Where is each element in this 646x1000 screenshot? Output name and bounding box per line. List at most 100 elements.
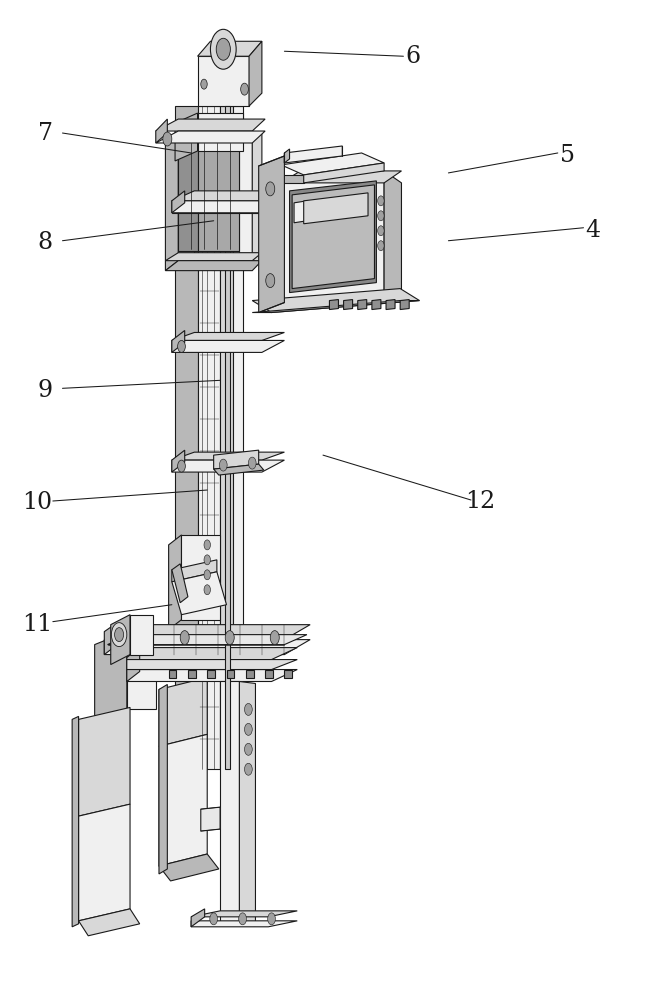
Text: 12: 12 — [466, 490, 495, 513]
Circle shape — [163, 132, 172, 146]
Circle shape — [204, 555, 211, 565]
Circle shape — [135, 631, 144, 645]
Polygon shape — [304, 163, 384, 183]
Polygon shape — [191, 911, 297, 917]
Circle shape — [245, 723, 252, 735]
Polygon shape — [172, 452, 284, 460]
Text: 6: 6 — [406, 45, 421, 68]
Circle shape — [245, 703, 252, 715]
Circle shape — [245, 763, 252, 775]
Circle shape — [210, 913, 218, 925]
Circle shape — [204, 570, 211, 580]
Circle shape — [378, 196, 384, 206]
Polygon shape — [240, 131, 252, 261]
Circle shape — [241, 83, 248, 95]
Text: 5: 5 — [560, 144, 575, 167]
Polygon shape — [265, 670, 273, 678]
Polygon shape — [214, 450, 258, 469]
Circle shape — [245, 743, 252, 755]
Polygon shape — [79, 707, 130, 816]
Polygon shape — [172, 572, 227, 615]
Polygon shape — [246, 670, 253, 678]
Polygon shape — [95, 632, 127, 721]
Polygon shape — [198, 113, 243, 151]
Polygon shape — [249, 41, 262, 106]
Polygon shape — [159, 854, 219, 881]
Polygon shape — [252, 289, 419, 313]
Polygon shape — [156, 119, 167, 143]
Polygon shape — [198, 106, 220, 769]
Polygon shape — [372, 300, 381, 310]
Polygon shape — [198, 56, 249, 106]
Polygon shape — [281, 171, 384, 303]
Polygon shape — [127, 648, 140, 681]
Polygon shape — [130, 615, 152, 655]
Polygon shape — [172, 332, 284, 340]
Polygon shape — [198, 41, 262, 56]
Polygon shape — [127, 632, 156, 709]
Polygon shape — [233, 106, 243, 769]
Text: 7: 7 — [37, 122, 52, 145]
Polygon shape — [159, 684, 167, 874]
Polygon shape — [178, 131, 194, 261]
Polygon shape — [214, 464, 264, 475]
Polygon shape — [182, 535, 220, 620]
Polygon shape — [172, 560, 217, 582]
Polygon shape — [191, 909, 205, 927]
Polygon shape — [220, 106, 233, 769]
Circle shape — [239, 913, 247, 925]
Polygon shape — [175, 106, 198, 769]
Polygon shape — [104, 623, 117, 655]
Text: 11: 11 — [22, 613, 52, 636]
Polygon shape — [104, 625, 310, 640]
Polygon shape — [198, 141, 240, 251]
Polygon shape — [400, 300, 409, 310]
Polygon shape — [281, 153, 384, 175]
Polygon shape — [252, 301, 419, 313]
Polygon shape — [156, 131, 265, 143]
Polygon shape — [178, 141, 198, 251]
Circle shape — [201, 79, 207, 89]
Polygon shape — [358, 300, 367, 310]
Polygon shape — [172, 340, 284, 352]
Circle shape — [111, 623, 127, 647]
Polygon shape — [172, 564, 188, 603]
Polygon shape — [304, 193, 368, 224]
Polygon shape — [169, 535, 182, 630]
Polygon shape — [172, 191, 185, 213]
Circle shape — [114, 628, 123, 642]
Polygon shape — [284, 670, 292, 678]
Polygon shape — [165, 261, 262, 271]
Polygon shape — [252, 131, 262, 263]
Polygon shape — [175, 113, 198, 161]
Polygon shape — [220, 681, 240, 924]
Polygon shape — [188, 670, 196, 678]
Circle shape — [270, 631, 279, 645]
Polygon shape — [110, 615, 130, 665]
Polygon shape — [172, 450, 185, 472]
Circle shape — [378, 241, 384, 251]
Polygon shape — [225, 106, 231, 769]
Polygon shape — [289, 181, 377, 293]
Polygon shape — [104, 640, 310, 655]
Circle shape — [204, 585, 211, 595]
Polygon shape — [127, 660, 297, 670]
Polygon shape — [79, 909, 140, 936]
Polygon shape — [127, 670, 297, 681]
Polygon shape — [207, 670, 215, 678]
Polygon shape — [191, 921, 297, 927]
Polygon shape — [156, 119, 265, 131]
Polygon shape — [344, 300, 353, 310]
Circle shape — [180, 631, 189, 645]
Polygon shape — [281, 171, 401, 183]
Circle shape — [178, 460, 185, 472]
Circle shape — [378, 226, 384, 236]
Text: 4: 4 — [585, 219, 601, 242]
Polygon shape — [384, 171, 401, 303]
Circle shape — [178, 340, 185, 352]
Polygon shape — [169, 670, 176, 678]
Circle shape — [211, 29, 236, 69]
Polygon shape — [172, 330, 185, 352]
Polygon shape — [79, 804, 130, 921]
Polygon shape — [172, 191, 284, 201]
